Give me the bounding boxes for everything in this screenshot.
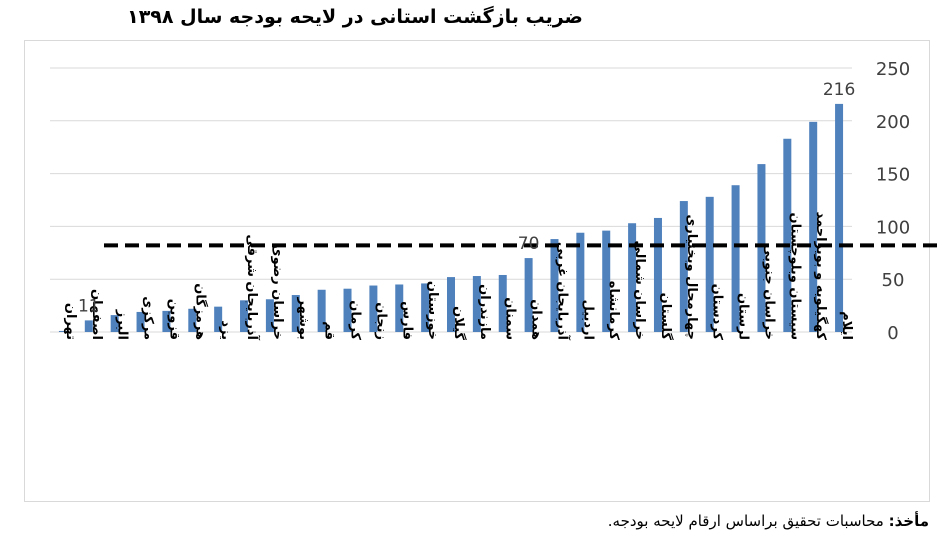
data-label: 11	[78, 296, 100, 316]
bar	[757, 164, 766, 332]
category-label: خوزستان	[425, 281, 440, 340]
category-label: سیستان وبلوچستان	[787, 213, 802, 340]
bar	[835, 103, 844, 333]
category-label: کرمانشاه	[606, 281, 621, 341]
bar	[550, 239, 559, 332]
category-label: ایلام	[839, 311, 854, 340]
category-label: لرستان	[736, 293, 751, 340]
bar	[317, 289, 326, 332]
bar	[472, 276, 481, 332]
category-label: کرمان	[348, 300, 363, 340]
bar	[679, 201, 688, 332]
chart-title: ضریب بازگشت استانی در لایحه بودجه سال ۱۳…	[127, 6, 583, 28]
bar	[240, 300, 249, 332]
source-label: مأخذ:	[888, 512, 929, 530]
category-label: قم	[322, 321, 337, 340]
data-label: 70	[518, 234, 540, 254]
bars	[58, 103, 844, 333]
category-label: تهران	[63, 303, 78, 340]
category-label: اصفهان	[89, 289, 104, 340]
bar	[705, 196, 714, 332]
bar	[162, 310, 171, 332]
y-tick-label: 250	[876, 59, 910, 80]
category-label: خراسان شمالی	[632, 240, 647, 340]
bar	[265, 299, 274, 332]
bar	[447, 277, 455, 332]
bar	[369, 285, 378, 332]
source-note: مأخذ: محاسبات تحقیق براساس ارقام لایحه ب…	[608, 512, 929, 530]
y-tick-label: 0	[887, 323, 898, 344]
bar	[421, 283, 430, 332]
bar	[188, 308, 197, 332]
category-label: فارس	[399, 301, 414, 340]
labels: 0 50 100 150 200 250 تهران اصفهان البرز مرکزی قزوی…	[63, 59, 910, 344]
category-label: کهگیلویه و بویراحمد	[813, 212, 829, 341]
category-label: گلستان	[658, 293, 674, 341]
bar	[110, 315, 119, 332]
category-label: سمنان	[503, 297, 518, 340]
bar	[576, 232, 585, 332]
category-label: آذربایجان غربی	[554, 242, 571, 341]
bar	[136, 311, 145, 332]
category-label: مرکزی	[141, 296, 156, 340]
bar	[343, 288, 352, 332]
category-label: هرمزگان	[192, 283, 208, 340]
bar	[809, 121, 818, 332]
category-label: کردستان	[710, 284, 725, 341]
category-label: چهارمحال وبختیاری	[684, 214, 699, 340]
category-label: خراسان جنوبی	[761, 244, 776, 340]
source-text: محاسبات تحقیق براساس ارقام لایحه بودجه.	[607, 512, 884, 530]
category-label: یزد	[218, 320, 233, 340]
category-label: آذربایجان شرقی	[244, 234, 261, 340]
category-label: قزوین	[166, 299, 181, 340]
category-label: بوشهر	[296, 297, 311, 341]
chart-frame	[24, 40, 930, 502]
bar	[498, 274, 507, 332]
bar	[731, 185, 740, 332]
y-tick-label: 200	[876, 112, 910, 133]
category-label: همدان	[529, 299, 544, 340]
category-label: گیلان	[451, 306, 467, 340]
category-label: مازندران	[477, 284, 492, 340]
data-label: 216	[823, 80, 855, 100]
bar	[524, 258, 533, 332]
bar	[395, 284, 404, 332]
bar	[214, 306, 223, 332]
bar	[291, 295, 300, 332]
bar	[783, 138, 792, 332]
y-tick-label: 150	[876, 165, 910, 186]
category-label: خراسان رضوی	[270, 245, 285, 340]
y-tick-label: 50	[882, 270, 905, 291]
bar	[602, 230, 611, 332]
bar	[58, 330, 67, 332]
bar	[84, 320, 93, 332]
y-tick-label: 100	[876, 217, 910, 238]
category-label: زنجان	[373, 302, 388, 340]
bar	[653, 217, 662, 332]
category-label: اردبیل	[580, 300, 595, 340]
category-label: البرز	[115, 309, 130, 340]
bar	[628, 223, 637, 332]
